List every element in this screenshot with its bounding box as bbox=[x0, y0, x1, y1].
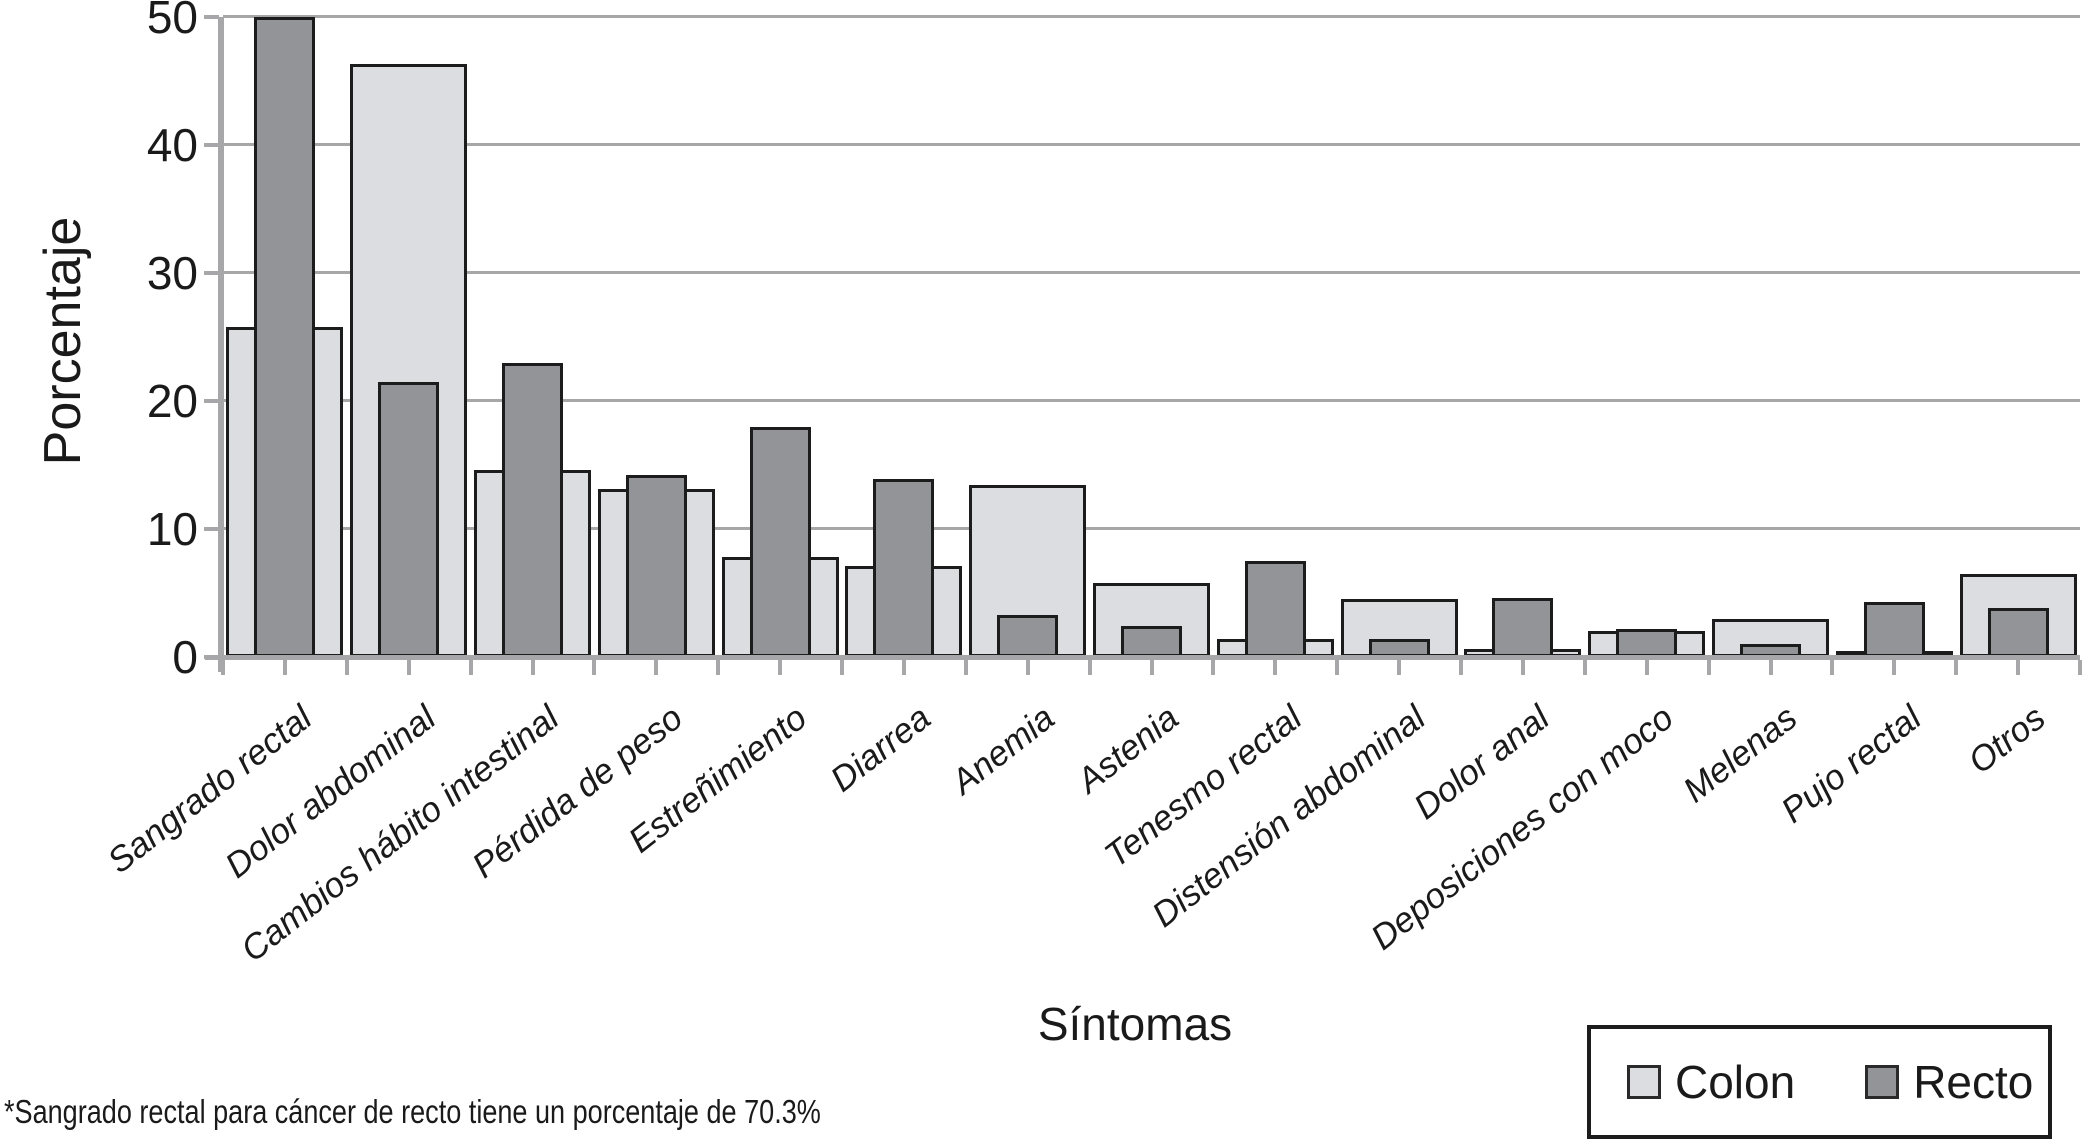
y-tick-label-0: 0 bbox=[172, 631, 198, 683]
y-tick-label-10: 10 bbox=[146, 503, 198, 555]
x-tick bbox=[282, 660, 287, 675]
x-category-label-6: Diarrea bbox=[823, 698, 938, 800]
x-tick bbox=[1025, 660, 1030, 675]
x-category-label-15: Otros bbox=[1960, 698, 2053, 782]
y-tick-0 bbox=[204, 655, 219, 659]
x-tick bbox=[1273, 660, 1278, 675]
x-tick bbox=[530, 660, 535, 675]
x-tick bbox=[1830, 660, 1835, 675]
x-tick bbox=[1149, 660, 1154, 675]
x-tick bbox=[1087, 660, 1092, 675]
x-tick bbox=[716, 660, 721, 675]
x-tick bbox=[221, 660, 225, 675]
x-tick bbox=[1954, 660, 1959, 675]
bar-recto-11 bbox=[1492, 598, 1554, 657]
bar-recto-8 bbox=[1121, 626, 1182, 657]
x-axis-baseline bbox=[205, 655, 2080, 660]
y-tick-label-40: 40 bbox=[146, 119, 198, 171]
footnote: *Sangrado rectal para cáncer de recto ti… bbox=[4, 1093, 821, 1130]
x-tick bbox=[654, 660, 659, 675]
bar-recto-12 bbox=[1616, 628, 1678, 657]
bar-recto-5 bbox=[749, 426, 811, 657]
x-category-label-2: Dolor abdominal bbox=[217, 698, 443, 886]
y-axis-title: Porcentaje bbox=[34, 216, 92, 466]
y-tick-label-30: 30 bbox=[146, 247, 198, 299]
bar-recto-3 bbox=[502, 362, 563, 657]
x-tick bbox=[1644, 660, 1649, 675]
x-tick bbox=[963, 660, 968, 675]
y-tick-30 bbox=[204, 271, 219, 275]
y-axis-line bbox=[218, 17, 224, 672]
bar-recto-15 bbox=[1987, 608, 2049, 657]
recto-swatch-icon bbox=[1865, 1065, 1900, 1099]
gridline-50 bbox=[223, 15, 2080, 18]
y-tick-40 bbox=[204, 143, 219, 147]
x-tick bbox=[1335, 660, 1340, 675]
colon-swatch-icon bbox=[1627, 1065, 1661, 1099]
x-tick bbox=[1459, 660, 1463, 675]
x-axis-title: Síntomas bbox=[1037, 998, 1233, 1050]
x-category-label-1: Sangrado rectal bbox=[100, 698, 319, 881]
y-tick-50 bbox=[204, 15, 219, 19]
bar-recto-7 bbox=[997, 614, 1059, 657]
x-tick bbox=[778, 660, 783, 675]
x-tick bbox=[592, 660, 597, 675]
x-category-label-7: Anemia bbox=[944, 698, 1062, 802]
y-tick-label-50: 50 bbox=[146, 0, 198, 43]
y-tick-20 bbox=[204, 399, 219, 403]
legend-label-colon: Colon bbox=[1675, 1056, 1796, 1108]
legend-label-recto: Recto bbox=[1913, 1056, 2034, 1108]
x-tick bbox=[406, 660, 411, 675]
x-category-label-14: Pujo rectal bbox=[1773, 698, 1929, 831]
legend-item-recto: Recto bbox=[1865, 1055, 2033, 1109]
x-tick bbox=[1397, 660, 1402, 675]
gridline-20 bbox=[223, 399, 2080, 402]
x-tick bbox=[901, 660, 906, 675]
x-tick bbox=[1582, 660, 1587, 675]
x-tick bbox=[1892, 660, 1897, 675]
x-tick bbox=[2016, 660, 2021, 675]
legend: Colon Recto bbox=[1587, 1025, 2052, 1139]
legend-item-colon: Colon bbox=[1627, 1055, 1795, 1109]
x-tick bbox=[344, 660, 349, 675]
y-tick-label-20: 20 bbox=[146, 375, 198, 427]
x-tick bbox=[468, 660, 473, 675]
x-tick bbox=[2078, 660, 2082, 675]
x-tick bbox=[1520, 660, 1525, 675]
plot-area bbox=[223, 15, 2080, 657]
x-tick bbox=[840, 660, 844, 675]
x-tick bbox=[1768, 660, 1773, 675]
bar-recto-1 bbox=[254, 17, 316, 657]
y-tick-10 bbox=[204, 527, 219, 531]
gridline-30 bbox=[223, 271, 2080, 274]
bar-recto-4 bbox=[625, 475, 687, 657]
x-tick bbox=[1706, 660, 1711, 675]
x-category-label-4: Pérdida de peso bbox=[465, 698, 691, 886]
x-tick bbox=[1211, 660, 1216, 675]
gridline-40 bbox=[223, 143, 2080, 146]
x-category-label-8: Astenia bbox=[1069, 698, 1186, 801]
bar-recto-14 bbox=[1863, 601, 1925, 657]
bar-recto-2 bbox=[378, 381, 440, 657]
bar-recto-9 bbox=[1244, 561, 1306, 657]
gridline-10 bbox=[223, 527, 2080, 530]
bar-recto-6 bbox=[873, 479, 935, 657]
